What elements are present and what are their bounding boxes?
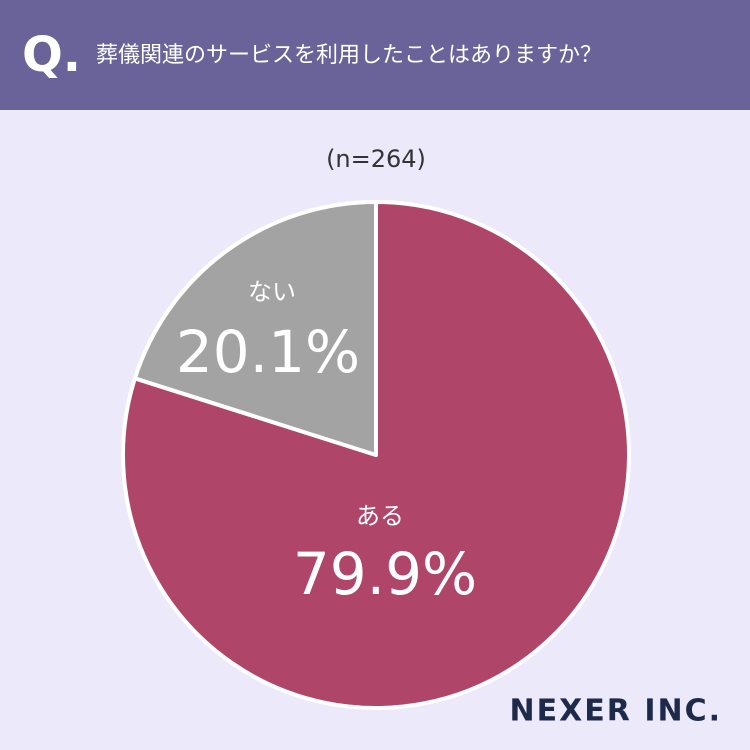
pie <box>121 200 631 710</box>
slice-label: ある <box>356 502 404 530</box>
slice-label: ない <box>248 278 296 306</box>
value-label: 79.9% <box>293 540 477 608</box>
value-label: 20.1% <box>176 318 360 386</box>
subtitle: (n=264) <box>326 145 426 173</box>
header <box>0 0 750 110</box>
chart-title: 葬儀関連のサービスを利用したことはありますか？ <box>96 43 602 68</box>
pie-slice <box>132 200 378 457</box>
question-mark: Q. <box>22 27 81 83</box>
brand: NEXER INC. <box>510 694 722 729</box>
